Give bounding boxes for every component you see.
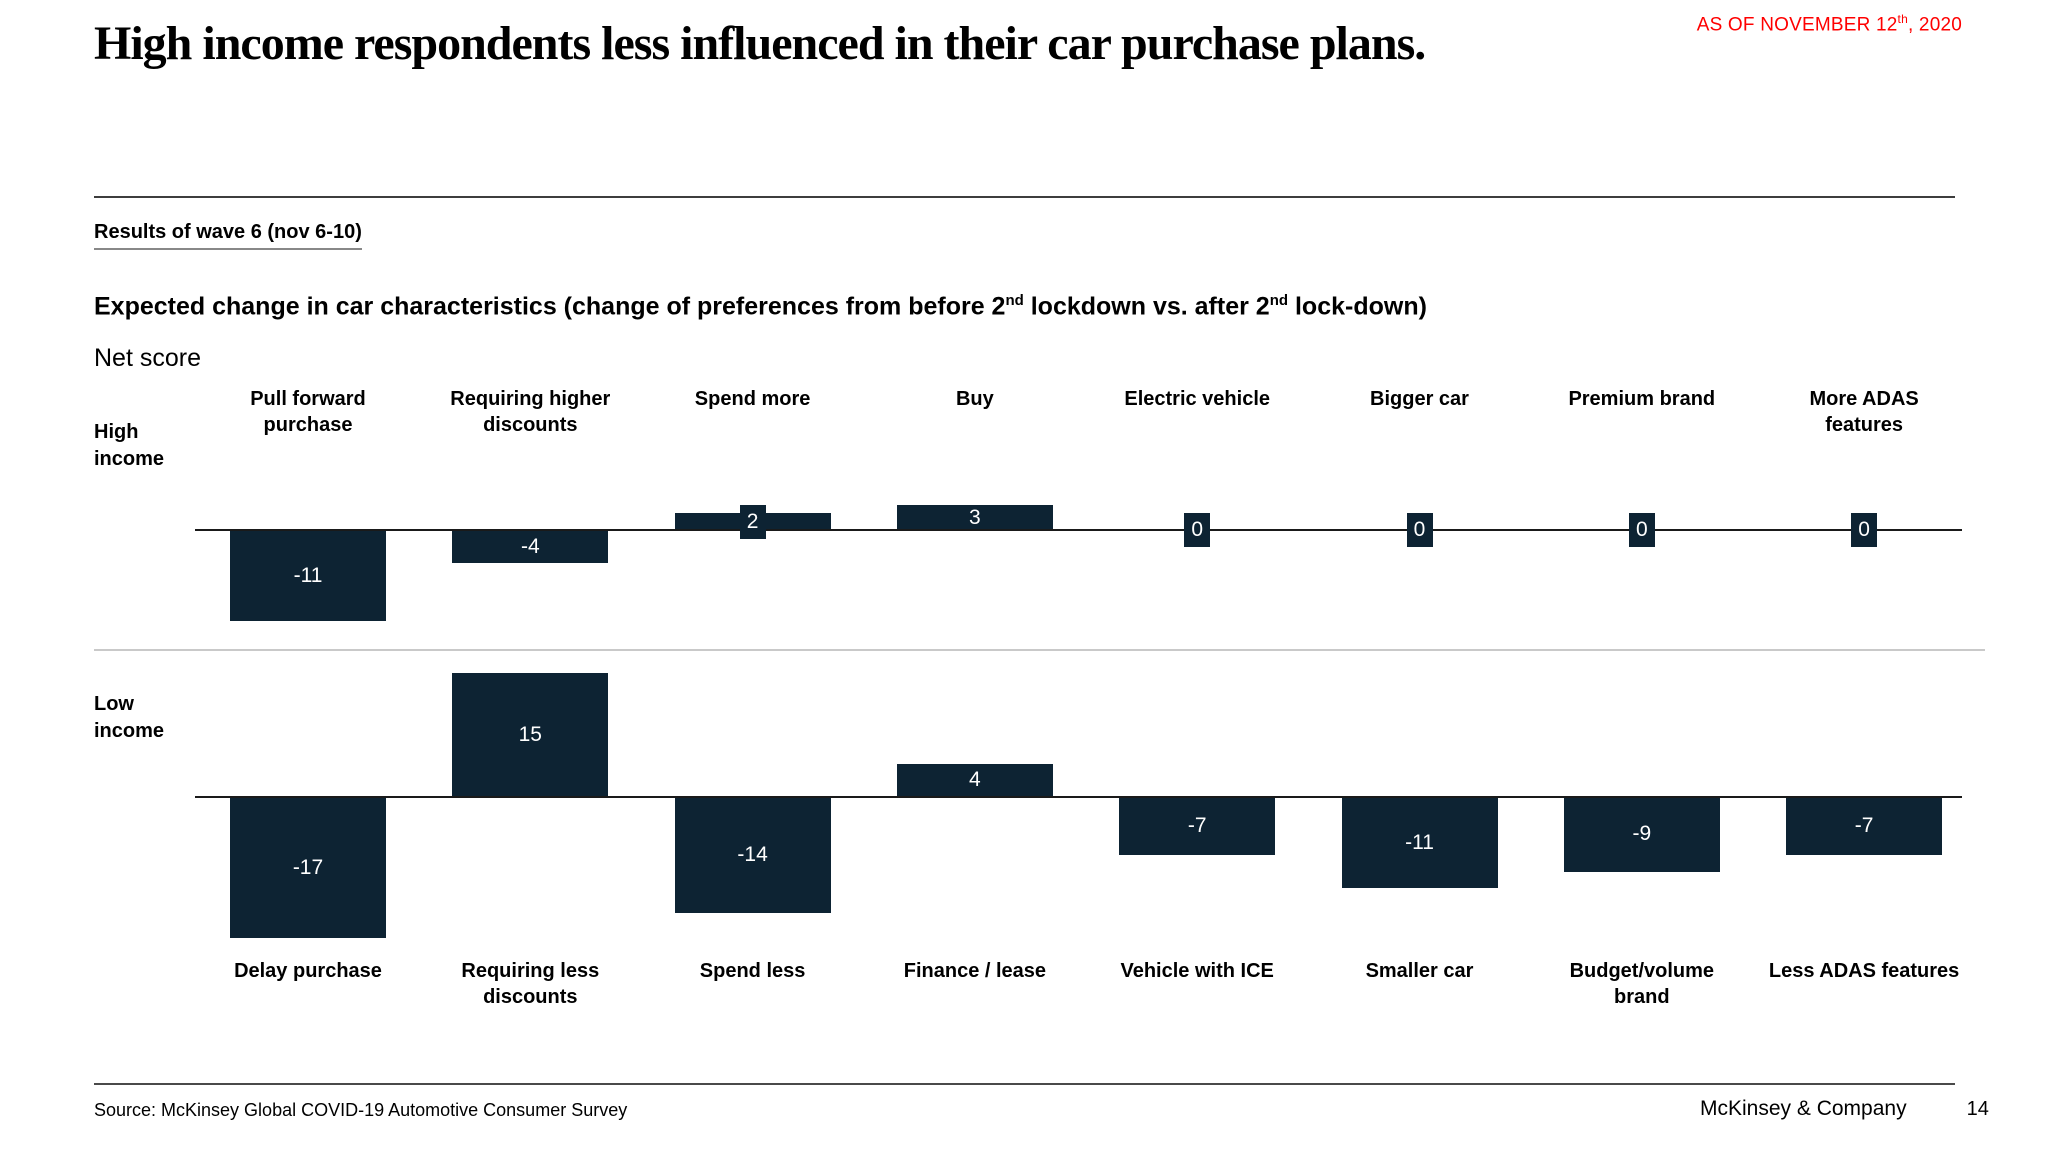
axis-line-low-income xyxy=(195,796,1962,798)
column-header: More ADAS features xyxy=(1809,388,1919,437)
bar-value-label: -11 xyxy=(1405,830,1434,854)
net-score-label: Net score xyxy=(94,344,201,372)
chart-title-part: lock-down) xyxy=(1288,292,1427,321)
as-of-date: AS OF NOVEMBER 12th, 2020 xyxy=(1697,12,1962,36)
bar-segment: 15 xyxy=(452,672,609,797)
bar-value-label: -7 xyxy=(1854,814,1874,838)
source-note: Source: McKinsey Global COVID-19 Automot… xyxy=(94,1100,628,1120)
as-of-superscript: th xyxy=(1897,12,1908,26)
chart-title-superscript: nd xyxy=(1269,292,1289,309)
as-of-year: , 2020 xyxy=(1907,14,1962,36)
bar-segment: -14 xyxy=(674,797,831,914)
bar-value-label: 15 xyxy=(518,722,542,746)
row-label-high-income: High income xyxy=(94,421,165,470)
row-label-low-income: Low income xyxy=(94,693,165,742)
chart-title-superscript: nd xyxy=(1005,292,1024,309)
column-header: Bigger car xyxy=(1370,388,1469,410)
page-number: 14 xyxy=(1966,1098,1989,1120)
bar-segment: -7 xyxy=(1786,797,1943,856)
bar-value-label: 4 xyxy=(969,768,981,792)
chart-title-part: Expected change in car characteristics (… xyxy=(94,292,1006,321)
bar-value-label: -9 xyxy=(1632,822,1652,846)
bar-value-label: -17 xyxy=(292,855,324,879)
bar-segment: 3 xyxy=(896,505,1053,530)
bottom-label: Spend less xyxy=(699,960,806,982)
zero-value-badge: 0 xyxy=(1184,513,1211,547)
bar-value-label: -7 xyxy=(1187,814,1207,838)
bar-segment: -11 xyxy=(230,530,386,622)
column-header: Requiring higher discounts xyxy=(450,388,611,437)
bar-segment: -9 xyxy=(1563,797,1720,872)
bar-segment: -11 xyxy=(1341,797,1498,889)
top-divider xyxy=(94,196,1955,198)
zero-value-badge: 0 xyxy=(1406,513,1433,547)
bottom-label: Smaller car xyxy=(1365,960,1474,982)
bottom-label: Finance / lease xyxy=(903,960,1047,982)
chart-title: Expected change in car characteristics (… xyxy=(94,292,1427,321)
bottom-label: Requiring less discounts xyxy=(461,960,600,1009)
zero-value-badge: 0 xyxy=(1628,513,1655,547)
column-header: Electric vehicle xyxy=(1124,388,1271,410)
axis-line-high-income xyxy=(195,529,1962,531)
bar-segment: -4 xyxy=(452,530,609,564)
as-of-text: AS OF NOVEMBER 12 xyxy=(1696,14,1898,36)
bar-value-label: -14 xyxy=(737,843,768,867)
column-header: Premium brand xyxy=(1568,388,1716,410)
zero-value-badge: 0 xyxy=(1851,513,1878,547)
bar-segment: -17 xyxy=(230,797,386,939)
column-header: Pull forward purchase xyxy=(250,388,366,437)
bar-value-label: 2 xyxy=(739,504,766,539)
row-separator xyxy=(94,649,1985,651)
bar-value-label: -4 xyxy=(520,534,540,558)
chart-title-part: lockdown vs. after 2 xyxy=(1023,292,1270,321)
bottom-label: Budget/volume brand xyxy=(1569,960,1715,1009)
bar-segment: -7 xyxy=(1119,797,1276,856)
bottom-label: Vehicle with ICE xyxy=(1120,960,1274,982)
column-header: Buy xyxy=(955,388,994,410)
bottom-label: Less ADAS features xyxy=(1768,960,1960,982)
slide-title: High income respondents less influenced … xyxy=(94,17,1426,70)
wave-note: Results of wave 6 (nov 6-10) xyxy=(94,221,362,250)
bar-value-label: -11 xyxy=(293,563,323,587)
column-header: Spend more xyxy=(694,388,811,410)
footer-right: McKinsey & Company 14 xyxy=(1700,1097,1989,1121)
bar-value-label: 3 xyxy=(969,505,981,529)
bar-segment: 4 xyxy=(896,763,1053,797)
bottom-label: Delay purchase xyxy=(234,960,382,982)
footer-divider xyxy=(94,1083,1955,1085)
company-name: McKinsey & Company xyxy=(1700,1097,1907,1120)
